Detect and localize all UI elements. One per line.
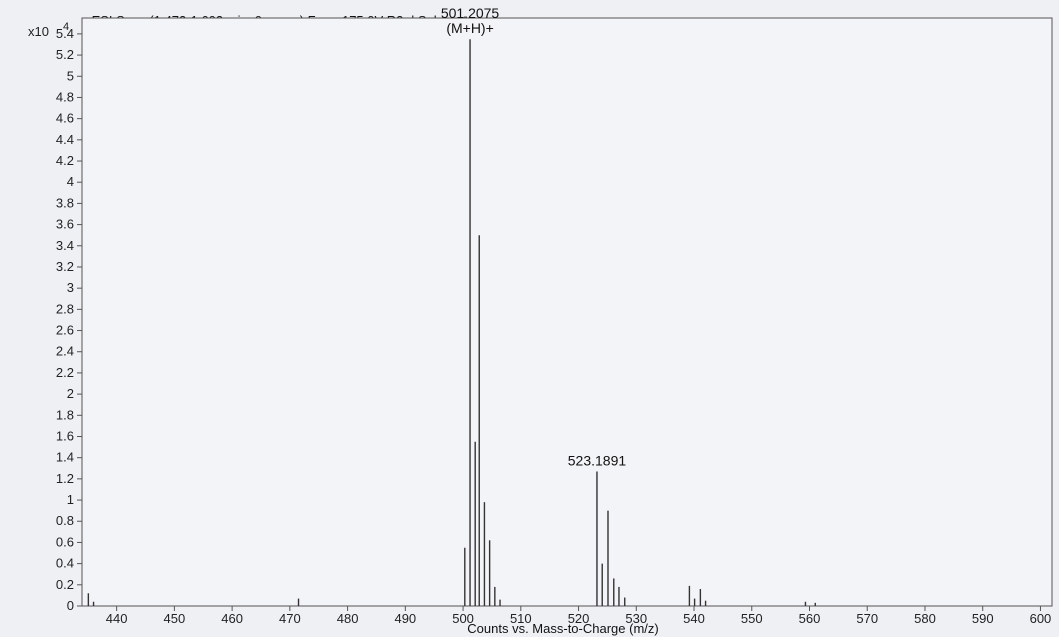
x-tick-label: 590 [972, 611, 994, 626]
y-tick-label: 0 [67, 598, 74, 613]
y-tick-label: 3.6 [56, 217, 74, 232]
x-tick-label: 520 [568, 611, 590, 626]
x-tick-label: 490 [394, 611, 416, 626]
y-scale-exponent: 4 [63, 21, 69, 33]
y-tick-label: 0.6 [56, 534, 74, 549]
y-tick-label: 5.2 [56, 47, 74, 62]
y-tick-label: 1.6 [56, 428, 74, 443]
y-tick-label: 1.4 [56, 450, 74, 465]
x-tick-label: 570 [856, 611, 878, 626]
x-tick-label: 460 [221, 611, 243, 626]
y-tick-label: 2.6 [56, 323, 74, 338]
x-tick-label: 580 [914, 611, 936, 626]
y-tick-label: 3.8 [56, 195, 74, 210]
y-tick-label: 4.6 [56, 111, 74, 126]
y-tick-label: 2.2 [56, 365, 74, 380]
y-tick-label: 4.8 [56, 89, 74, 104]
y-tick-label: 2.8 [56, 301, 74, 316]
y-tick-label: 5.4 [56, 26, 74, 41]
y-tick-label: 4.2 [56, 153, 74, 168]
y-tick-label: 0.8 [56, 513, 74, 528]
peak-annotation: 523.1891 [568, 452, 627, 468]
y-tick-label: 1 [67, 492, 74, 507]
y-tick-label: 1.8 [56, 407, 74, 422]
peak-annotation: (M+H)+ [446, 20, 493, 36]
y-scale-label: x10 [28, 24, 49, 39]
y-tick-label: 0.2 [56, 577, 74, 592]
x-tick-label: 540 [683, 611, 705, 626]
plot-area: 0 0.2 0.4 0.6 0.8 1 1.2 1.4 1.6 1.8 2 2.2 2.4 2.6 2.8 3… [56, 5, 1053, 626]
x-tick-label: 440 [106, 611, 128, 626]
y-tick-label: 4 [67, 174, 74, 189]
y-tick-label: 0.4 [56, 556, 74, 571]
x-tick-label: 500 [452, 611, 474, 626]
peak-annotation: 501.2075 [441, 5, 500, 21]
x-tick-label: 510 [510, 611, 532, 626]
y-tick-label: 2.4 [56, 344, 74, 359]
x-tick-label: 550 [741, 611, 763, 626]
y-tick-label: 5 [67, 68, 74, 83]
y-tick-label: 3 [67, 280, 74, 295]
x-tick-label: 600 [1030, 611, 1052, 626]
x-axis-label: Counts vs. Mass-to-Charge (m/z) [467, 621, 658, 636]
y-tick-label: 4.4 [56, 132, 74, 147]
x-tick-label: 530 [625, 611, 647, 626]
plot-frame [81, 17, 1053, 607]
x-tick-label: 470 [279, 611, 301, 626]
y-tick-label: 2 [67, 386, 74, 401]
y-tick-label: 3.4 [56, 238, 74, 253]
x-tick-label: 560 [799, 611, 821, 626]
y-tick-label: 1.2 [56, 471, 74, 486]
y-tick-label: 3.2 [56, 259, 74, 274]
x-tick-label: 480 [337, 611, 359, 626]
x-tick-label: 450 [164, 611, 186, 626]
